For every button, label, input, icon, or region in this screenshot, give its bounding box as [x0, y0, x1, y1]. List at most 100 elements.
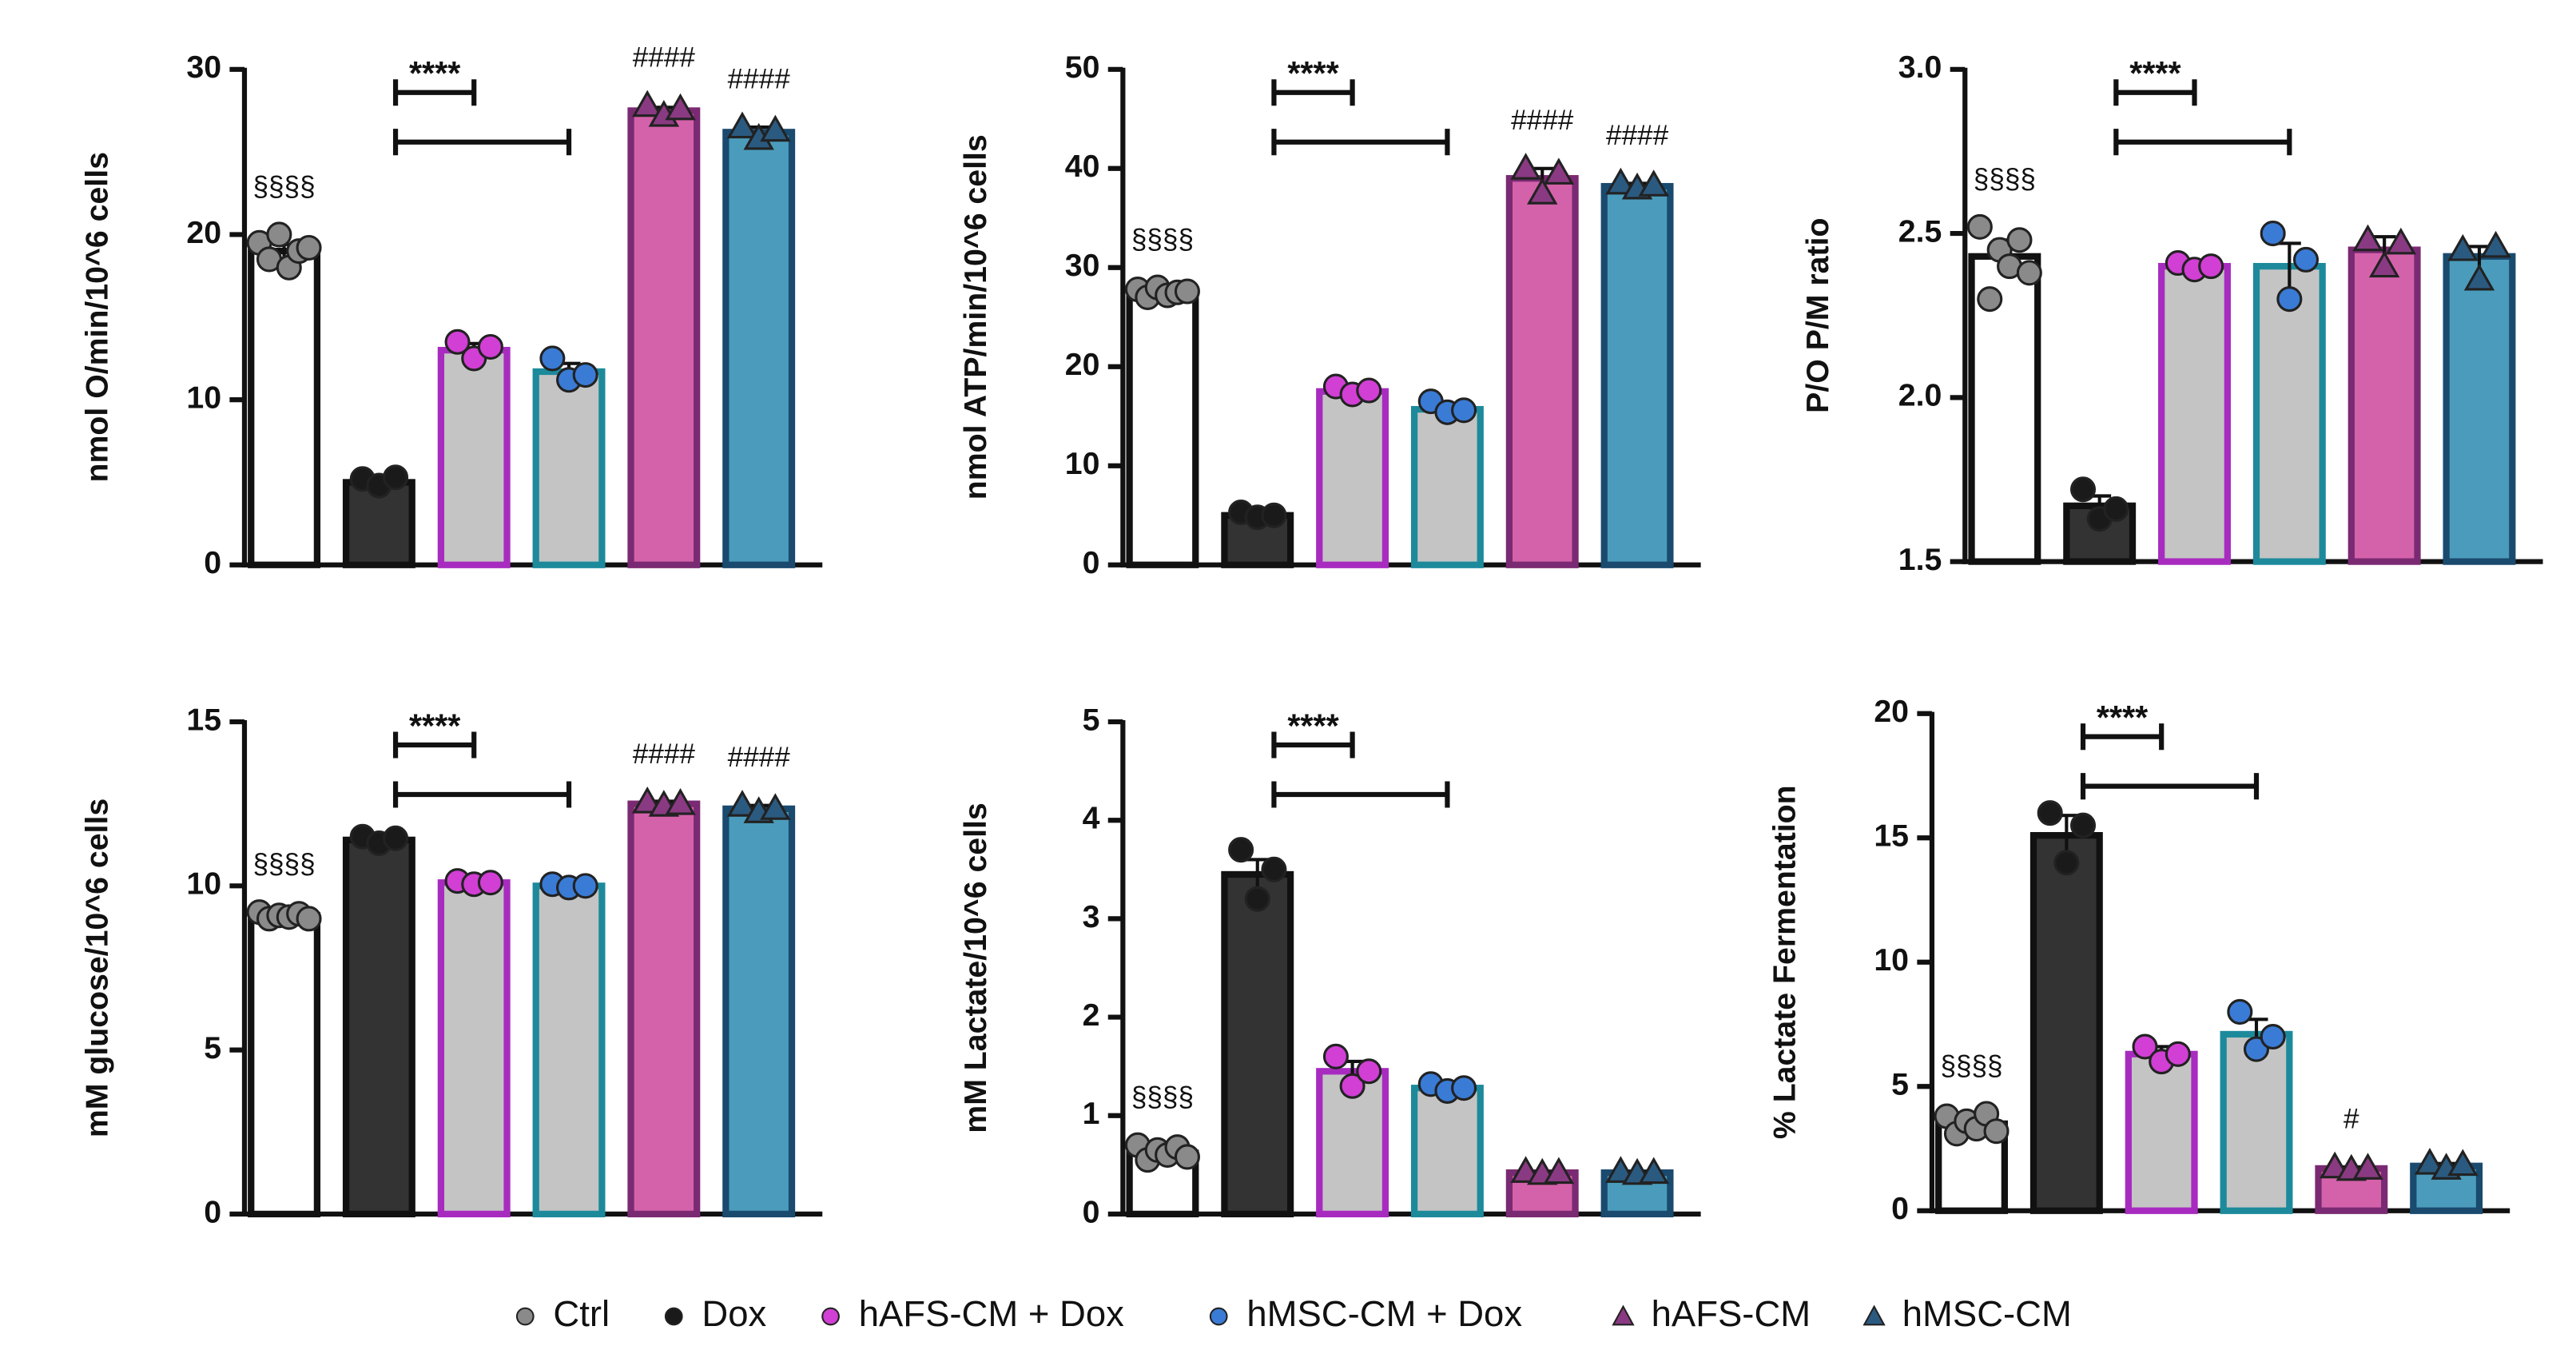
bar — [2125, 1050, 2198, 1214]
significance-note: §§§§ — [1974, 163, 2036, 194]
bar — [722, 129, 796, 568]
y-tick-label: 0 — [1891, 1191, 1909, 1226]
bar — [248, 247, 321, 568]
y-tick-label: 5 — [1083, 702, 1100, 737]
data-point — [2198, 253, 2224, 280]
data-point — [2463, 263, 2495, 291]
data-point — [2070, 476, 2097, 503]
data-point — [1510, 153, 1541, 180]
data-point — [1527, 177, 1558, 205]
y-tick-label: 30 — [1065, 248, 1100, 283]
data-point — [2260, 1024, 2286, 1050]
data-point — [1451, 397, 1477, 424]
y-tick-label: 1.5 — [1898, 542, 1942, 577]
data-point — [1356, 1058, 1382, 1085]
data-point — [2165, 1041, 2191, 1067]
y-tick-label: 3 — [1083, 899, 1100, 934]
bar — [1505, 175, 1579, 568]
y-axis-label: mM glucose/10^6 cells — [79, 798, 114, 1137]
significance-note: # — [2343, 1104, 2359, 1135]
bar — [1410, 1085, 1484, 1218]
legend-marker — [1862, 1304, 1886, 1326]
y-tick-label: 15 — [186, 702, 221, 737]
data-point — [2103, 496, 2129, 522]
data-point — [1543, 1157, 1575, 1185]
y-tick-label: 0 — [204, 545, 221, 580]
significance-note: §§§§ — [252, 849, 315, 880]
significance-note: #### — [728, 742, 791, 773]
panel: nmol O/min/10^6 cells 0 10 20 30 §§§§ #### ####… — [79, 42, 823, 580]
significance-note: #### — [1511, 105, 1574, 136]
y-tick-label: 2.0 — [1898, 378, 1942, 413]
y-tick-label: 4 — [1083, 801, 1100, 836]
panel: % Lactate Fermentation 0 5 10 15 20 §§§§ # **** — [1767, 694, 2510, 1226]
data-point — [2260, 221, 2286, 247]
significance-note: §§§§ — [1131, 1081, 1194, 1113]
y-tick-label: 30 — [186, 50, 221, 85]
y-tick-label: 0 — [1083, 545, 1100, 580]
bracket-label: **** — [1287, 707, 1339, 744]
data-point — [631, 90, 663, 117]
legend-marker — [664, 1307, 683, 1326]
data-point — [572, 873, 598, 899]
bar — [1968, 253, 2041, 565]
bracket-label: **** — [409, 707, 461, 744]
data-point — [2016, 260, 2042, 286]
data-point — [1339, 1073, 1366, 1099]
y-axis-label: nmol O/min/10^6 cells — [79, 152, 114, 482]
y-tick-label: 10 — [1874, 942, 1909, 978]
panel: mM glucose/10^6 cells 0 5 10 15 §§§§ #### #### *… — [79, 702, 823, 1229]
y-axis-label: % Lactate Fermentation — [1767, 785, 1802, 1139]
data-point — [1638, 169, 1669, 197]
legend-marker — [821, 1307, 840, 1326]
data-point — [1261, 502, 1287, 528]
legend-label: hMSC-CM — [1902, 1293, 2072, 1334]
y-tick-label: 5 — [1891, 1067, 1909, 1102]
bar — [532, 882, 606, 1218]
data-point — [631, 786, 663, 814]
data-point — [1605, 167, 1636, 195]
significance-note: §§§§ — [252, 171, 315, 202]
legend-marker — [1612, 1304, 1635, 1326]
data-point — [2414, 1148, 2446, 1175]
data-point — [760, 793, 791, 820]
data-point — [665, 788, 696, 815]
data-point — [1174, 1144, 1200, 1170]
legend: Ctrl Dox hAFS-CM + Dox hMSC-CM + Dox hAFS-CM… — [515, 1293, 2072, 1334]
data-point — [572, 362, 598, 388]
data-point — [444, 329, 471, 355]
bar — [532, 368, 606, 568]
data-point — [1244, 886, 1270, 912]
bar — [2029, 831, 2103, 1214]
data-point — [2385, 227, 2417, 255]
y-axis-label: mM Lactate/10^6 cells — [958, 802, 993, 1133]
data-point — [1638, 1157, 1669, 1185]
bar — [1410, 405, 1484, 568]
data-point — [2480, 230, 2511, 258]
bar — [2158, 262, 2231, 565]
data-point — [726, 111, 758, 139]
y-tick-label: 1 — [1083, 1096, 1100, 1131]
significance-note: §§§§ — [1940, 1050, 2002, 1081]
data-point — [266, 221, 292, 248]
data-point — [1977, 286, 2003, 313]
data-point — [2037, 800, 2063, 826]
bar — [1221, 870, 1294, 1218]
data-point — [2352, 1153, 2383, 1180]
legend-marker — [1209, 1307, 1228, 1326]
y-tick-label: 40 — [1065, 149, 1100, 184]
data-point — [2227, 998, 2253, 1025]
bar — [437, 346, 511, 568]
data-point — [2053, 850, 2080, 876]
panel: nmol ATP/min/10^6 cells 0 10 20 30 40 50 §§§§ ##… — [958, 50, 1701, 580]
bar — [248, 912, 321, 1218]
data-point — [2352, 224, 2383, 252]
significance-note: §§§§ — [1131, 224, 1194, 255]
significance-note: #### — [633, 739, 696, 770]
y-tick-label: 2.5 — [1898, 213, 1942, 249]
data-point — [1983, 1118, 2010, 1145]
y-tick-label: 10 — [186, 866, 221, 902]
y-tick-label: 10 — [1065, 446, 1100, 481]
